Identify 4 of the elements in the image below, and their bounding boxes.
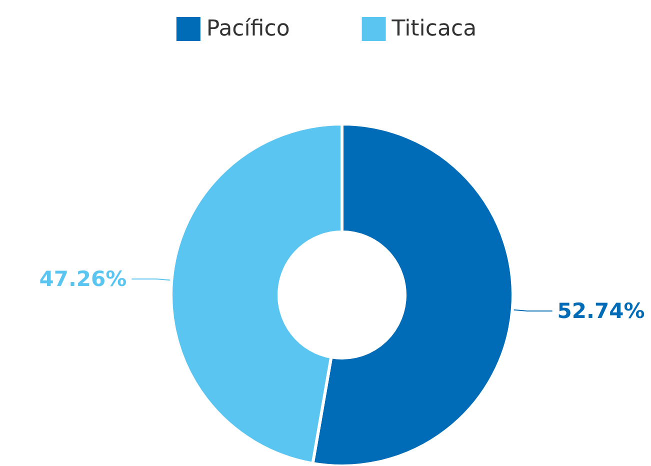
data-label: 47.26% [39,267,127,292]
legend-label: Pacífico [206,16,290,42]
data-label: 52.74% [557,298,645,323]
legend-label: Titicaca [390,16,477,42]
